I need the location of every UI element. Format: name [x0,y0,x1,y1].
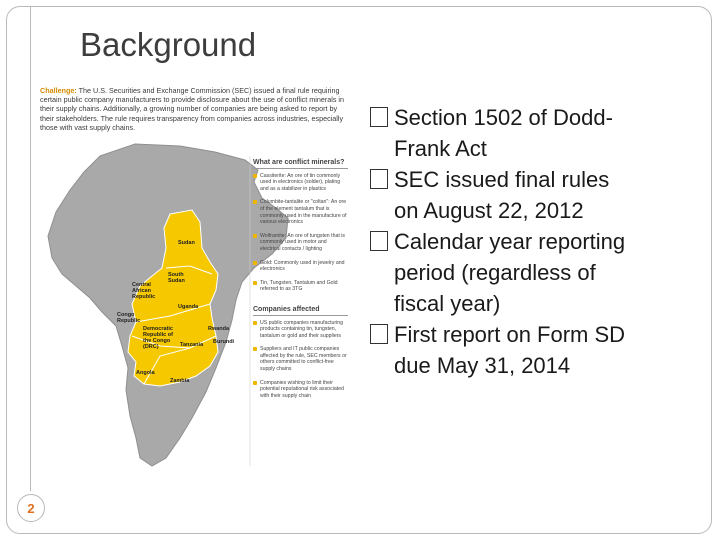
company-item: Companies wishing to limit their potenti… [253,380,348,400]
map-label-congo-republic: Congo Republic [117,312,141,324]
minerals-heading: What are conflict minerals? [253,159,348,169]
map-label-south-sudan: South Sudan [168,272,185,284]
slide-left-rule [30,7,31,491]
bullet-list: Section 1502 of Dodd- Frank Act SEC issu… [370,102,700,381]
mineral-item: Gold: Commonly used in jewelry and elect… [253,260,348,273]
map-label-car: Central African Republic [132,282,156,300]
mineral-item: Columbite-tantalite or "coltan": An ore … [253,199,348,225]
bullet-item: First report on Form SD due May 31, 2014 [370,319,700,381]
map-label-zambia: Zambia [170,378,190,384]
infographic-side-panel: What are conflict minerals? Cassiterite:… [253,159,348,406]
bullet-box-icon [370,231,388,251]
map-label-rwanda: Rwanda [208,326,230,332]
map-label-uganda: Uganda [178,304,199,310]
company-item: US public companies manufacturing produc… [253,320,348,340]
company-item: Suppliers and IT public companies affect… [253,346,348,372]
map-label-tanzania: Tanzania [180,342,204,348]
map-label-burundi: Burundi [213,339,235,345]
challenge-text: Challenge: The U.S. Securities and Excha… [40,86,345,132]
bullet-item: Calendar year reporting period (regardle… [370,226,700,319]
africa-map-infographic [47,143,289,467]
mineral-item: Wolframite: An ore of tungsten that is c… [253,233,348,253]
bullet-item: SEC issued final rules on August 22, 201… [370,164,700,226]
challenge-body: The U.S. Securities and Exchange Commiss… [40,86,345,132]
bullet-item: Section 1502 of Dodd- Frank Act [370,102,700,164]
map-label-drc: Democratic Republic of the Congo (DRC) [143,326,173,350]
bullet-box-icon [370,169,388,189]
bullet-box-icon [370,107,388,127]
mineral-item: Tin, Tungsten, Tantalum and Gold referre… [253,280,348,293]
bullet-box-icon [370,324,388,344]
map-label-sudan: Sudan [178,240,195,246]
companies-heading: Companies affected [253,306,348,316]
mineral-item: Cassiterite: An ore of tin commonly used… [253,173,348,193]
page-number: 2 [17,494,45,522]
conflict-region-highlight [127,209,219,387]
challenge-label: Challenge: [40,86,77,95]
map-label-angola: Angola [136,370,155,376]
slide-title: Background [80,26,257,63]
